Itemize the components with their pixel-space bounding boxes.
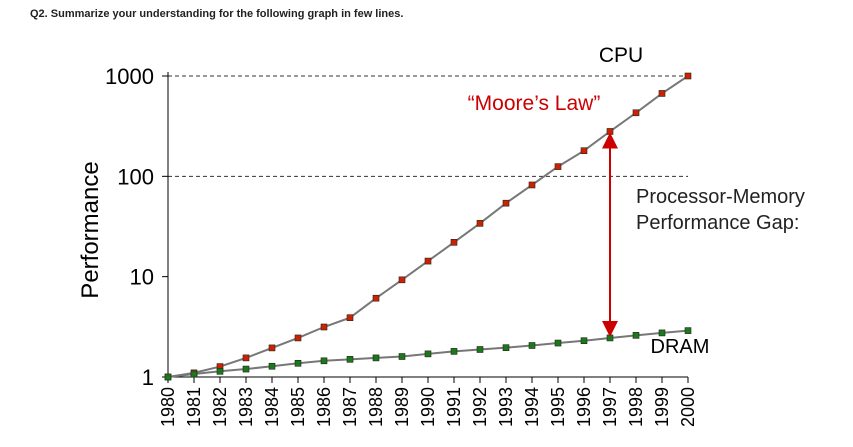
x-tick-label-1995: 1995 xyxy=(548,387,568,427)
cpu-point-1990 xyxy=(424,257,432,265)
x-tick-label-1996: 1996 xyxy=(574,387,594,427)
x-tick-label-1990: 1990 xyxy=(418,387,438,427)
dram-point-1986 xyxy=(320,357,328,365)
cpu-point-1992 xyxy=(476,220,484,227)
x-tick-label-1981: 1981 xyxy=(184,387,204,427)
dram-point-1998 xyxy=(632,332,640,339)
x-tick-label-1983: 1983 xyxy=(236,387,256,427)
cpu-point-1991 xyxy=(450,239,458,246)
dram-point-1987 xyxy=(346,356,354,363)
moores-law-annotation: “Moore’s Law” xyxy=(468,92,601,115)
x-tick-label-1984: 1984 xyxy=(262,387,282,427)
y-tick-label-10: 10 xyxy=(130,265,154,290)
y-axis-label: Performance xyxy=(77,161,104,298)
x-tick-label-1994: 1994 xyxy=(522,387,542,427)
dram-point-1984 xyxy=(268,362,276,370)
x-tick-label-1999: 1999 xyxy=(652,387,672,427)
dram-point-1994 xyxy=(528,342,536,349)
dram-point-1983 xyxy=(242,365,250,373)
x-tick-label-1987: 1987 xyxy=(340,387,360,427)
dram-point-1989 xyxy=(398,353,406,360)
x-tick-label-1998: 1998 xyxy=(626,387,646,427)
dram-point-1981 xyxy=(190,370,198,378)
cpu-point-1988 xyxy=(372,294,380,302)
dram-point-1988 xyxy=(372,354,380,362)
x-tick-label-1980: 1980 xyxy=(158,387,178,427)
cpu-point-1989 xyxy=(398,276,406,284)
dram-series-label: DRAM xyxy=(651,336,710,358)
dram-point-1996 xyxy=(580,337,588,345)
dram-point-1997 xyxy=(606,334,614,342)
x-tick-label-1982: 1982 xyxy=(210,387,230,427)
dram-point-1995 xyxy=(554,339,562,347)
cpu-point-1996 xyxy=(580,147,588,155)
cpu-point-1983 xyxy=(242,354,250,362)
x-tick-label-1997: 1997 xyxy=(600,387,620,427)
cpu-point-1995 xyxy=(554,163,562,170)
cpu-point-1993 xyxy=(502,199,510,207)
cpu-point-1984 xyxy=(268,344,276,352)
dram-point-1982 xyxy=(216,367,224,375)
x-tick-label-2000: 2000 xyxy=(678,387,698,427)
cpu-point-2000 xyxy=(684,72,692,80)
x-tick-label-1992: 1992 xyxy=(470,387,490,427)
x-tick-label-1988: 1988 xyxy=(366,387,386,427)
gap-annotation-line2: Performance Gap: xyxy=(636,212,799,234)
dram-point-1999 xyxy=(658,329,666,337)
dram-point-1991 xyxy=(450,348,458,355)
x-tick-label-1985: 1985 xyxy=(288,387,308,427)
dram-point-1990 xyxy=(424,350,432,358)
y-tick-label-100: 100 xyxy=(117,164,154,189)
cpu-point-1987 xyxy=(346,314,354,321)
x-tick-label-1986: 1986 xyxy=(314,387,334,427)
gap-annotation-line1: Processor-Memory xyxy=(636,186,805,208)
cpu-point-1994 xyxy=(528,181,536,189)
cpu-point-1999 xyxy=(658,90,666,97)
cpu-point-1986 xyxy=(320,323,328,331)
y-tick-label-1: 1 xyxy=(142,365,154,390)
dram-point-2000 xyxy=(684,327,692,334)
cpu-point-1985 xyxy=(294,334,302,342)
dram-point-1985 xyxy=(294,359,302,367)
cpu-point-1997 xyxy=(606,128,614,135)
dram-point-1993 xyxy=(502,344,510,351)
dram-point-1992 xyxy=(476,346,484,353)
cpu-point-1998 xyxy=(632,109,640,117)
dram-point-1980 xyxy=(164,373,172,381)
x-tick-label-1989: 1989 xyxy=(392,387,412,427)
cpu-series-label: CPU xyxy=(599,44,643,67)
y-tick-label-1000: 1000 xyxy=(105,64,154,89)
question-text: Q2. Summarize your understanding for the… xyxy=(30,8,404,20)
x-tick-label-1993: 1993 xyxy=(496,387,516,427)
x-tick-label-1991: 1991 xyxy=(444,387,464,427)
